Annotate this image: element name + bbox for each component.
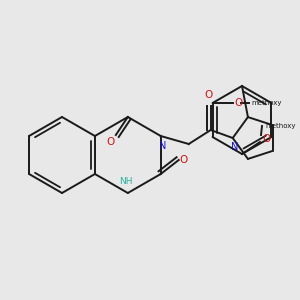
- Text: N: N: [159, 141, 166, 151]
- Text: O: O: [107, 137, 115, 147]
- Text: O: O: [262, 134, 270, 144]
- Text: O: O: [235, 98, 243, 108]
- Text: methoxy: methoxy: [252, 100, 282, 106]
- Text: NH: NH: [119, 177, 133, 186]
- Text: O: O: [180, 155, 188, 165]
- Text: N: N: [231, 142, 238, 152]
- Text: O: O: [205, 90, 213, 100]
- Text: methoxy: methoxy: [265, 123, 296, 129]
